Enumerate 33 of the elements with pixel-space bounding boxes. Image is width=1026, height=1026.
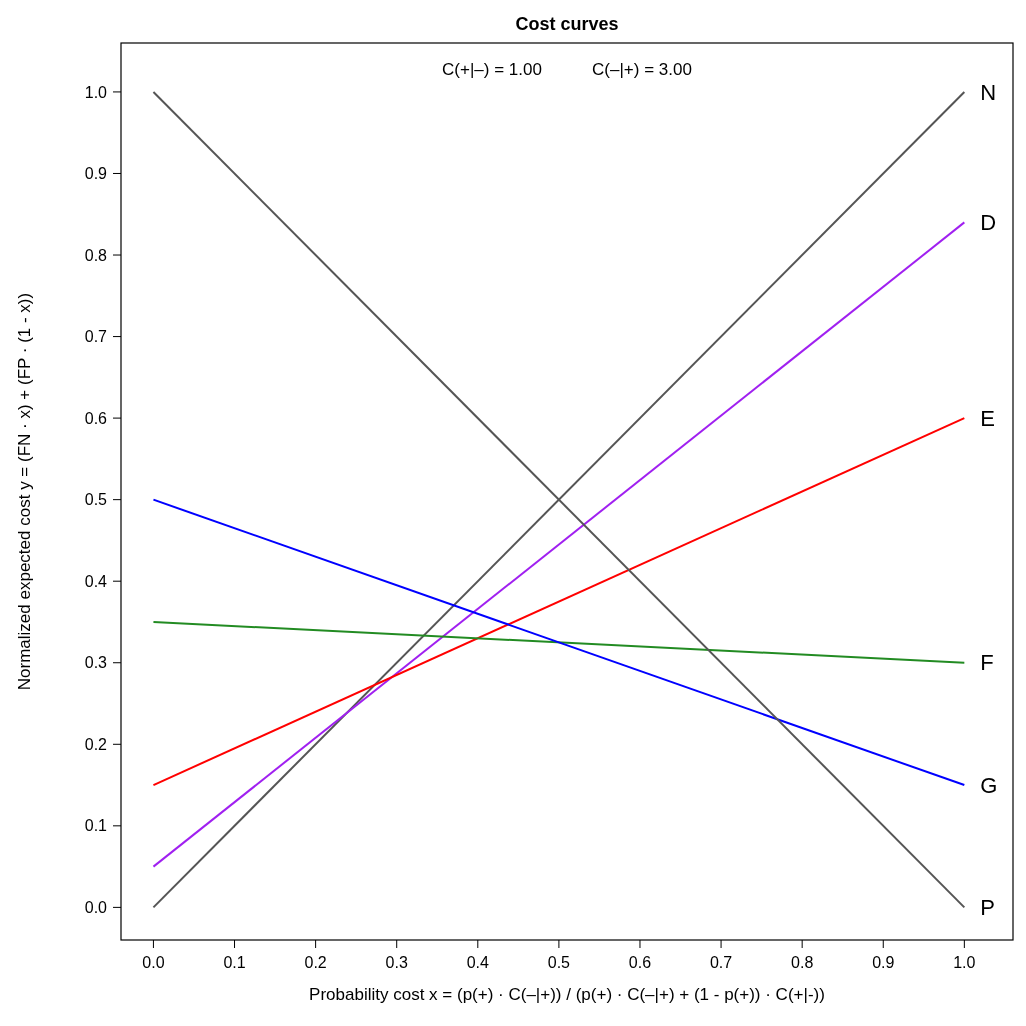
y-tick-label: 0.9	[84, 165, 108, 183]
y-tick-label: 0.4	[84, 572, 108, 590]
series-label: G	[980, 772, 998, 798]
x-tick-label: 0.6	[628, 954, 652, 971]
x-tick-label: 0.7	[709, 954, 733, 971]
series-label: D	[980, 210, 997, 236]
series-label: E	[980, 405, 996, 431]
x-tick-label: 0.1	[223, 954, 246, 971]
y-tick-label: 0.0	[84, 898, 108, 916]
x-tick-label: 0.2	[304, 954, 327, 971]
series-label: P	[980, 895, 996, 921]
y-tick-label: 0.8	[84, 246, 108, 264]
x-axis-title: Probability cost x = (p(+) · C(–|+)) / (p(+) · C(–|+) + (1 - p(+)) · C(+|-))	[309, 985, 825, 1004]
x-tick-label: 0.9	[872, 954, 895, 971]
y-tick-label: 0.1	[84, 817, 108, 835]
y-axis-title: Normalized expected cost y = (FN · x) + (FP · (1 - x))	[15, 292, 34, 691]
chart-title: Cost curves	[515, 14, 619, 34]
y-tick-label: 0.2	[84, 735, 108, 753]
y-tick-label: 0.5	[84, 491, 108, 509]
y-tick-label: 0.6	[84, 409, 108, 427]
annotation: C(–|+) = 3.00	[592, 60, 692, 79]
y-tick-label: 0.7	[84, 328, 108, 346]
x-tick-label: 0.3	[385, 954, 408, 971]
x-tick-label: 0.8	[791, 954, 814, 971]
x-tick-label: 0.0	[142, 954, 165, 971]
x-tick-label: 0.4	[466, 954, 490, 971]
x-tick-label: 1.0	[953, 954, 976, 971]
y-tick-label: 1.0	[84, 83, 108, 101]
x-tick-label: 0.5	[547, 954, 571, 971]
y-tick-label: 0.3	[84, 654, 108, 672]
annotation: C(+|–) = 1.00	[442, 60, 542, 79]
series-label: F	[980, 650, 994, 676]
series-label: N	[980, 79, 997, 105]
